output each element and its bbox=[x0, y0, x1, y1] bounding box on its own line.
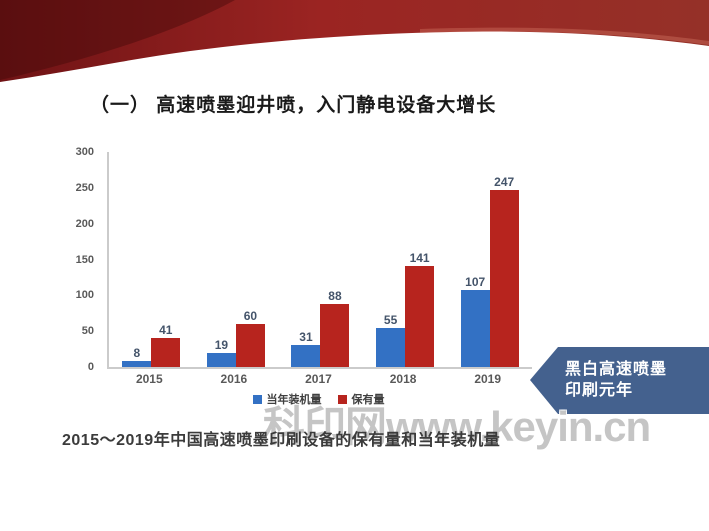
x-tick-label: 2016 bbox=[220, 372, 248, 386]
bar-with-label: 55 bbox=[376, 312, 406, 367]
y-tick-label: 50 bbox=[81, 325, 94, 338]
top-ribbon-decoration bbox=[0, 0, 709, 82]
banner-text: 黑白高速喷墨 印刷元年 bbox=[565, 359, 667, 401]
bar-value-label: 31 bbox=[299, 329, 313, 344]
bar-value-label: 107 bbox=[465, 275, 486, 290]
arrow-left-icon bbox=[530, 347, 709, 414]
banner-line1: 黑白高速喷墨 bbox=[565, 361, 668, 378]
legend-swatch-icon bbox=[252, 394, 262, 404]
bar-with-label: 88 bbox=[320, 288, 350, 367]
bar-group: 31 88 bbox=[278, 290, 363, 367]
bar-value-label: 19 bbox=[214, 338, 229, 353]
bar bbox=[460, 290, 490, 367]
y-tick-label: 100 bbox=[75, 289, 94, 302]
legend-label: 保有量 bbox=[351, 394, 385, 406]
x-tick-label: 2017 bbox=[305, 372, 332, 386]
bar-with-label: 60 bbox=[235, 309, 265, 367]
bar-group: 8 41 bbox=[109, 324, 194, 367]
y-tick-label: 150 bbox=[75, 253, 94, 266]
bar bbox=[122, 361, 152, 367]
bar-with-label: 107 bbox=[460, 275, 490, 367]
bar-group: 107 247 bbox=[447, 176, 532, 367]
watermark: 科印网www.keyin.cn bbox=[263, 403, 651, 450]
chart-legend: 当年装机量 保有量 bbox=[107, 391, 530, 407]
bar-group: 55 141 bbox=[363, 252, 448, 367]
bar bbox=[405, 265, 435, 367]
bar-value-label: 8 bbox=[133, 346, 141, 361]
bar bbox=[235, 324, 265, 367]
bar-with-label: 41 bbox=[151, 322, 181, 367]
bar-groups: 8 41 19 60 31 88 55 141 107 247 bbox=[109, 152, 532, 367]
bar-with-label: 8 bbox=[122, 346, 152, 367]
bar-value-label: 60 bbox=[243, 309, 258, 323]
ribbon-highlight bbox=[420, 27, 709, 45]
plot-area: 8 41 19 60 31 88 55 141 107 247 bbox=[107, 152, 532, 369]
bar bbox=[206, 353, 236, 367]
y-axis: 0 50 100 150 200 250 300 bbox=[54, 146, 104, 373]
x-tick-label: 2018 bbox=[389, 372, 417, 386]
chart-caption: 2015～2019年中国高速喷墨印刷设备的保有量和当年装机量 bbox=[62, 432, 501, 449]
bar-value-label: 88 bbox=[328, 288, 342, 303]
bar-value-label: 55 bbox=[383, 312, 398, 327]
bar-with-label: 19 bbox=[206, 338, 236, 367]
y-tick-label: 300 bbox=[75, 146, 94, 158]
bar bbox=[291, 344, 321, 367]
bar-value-label: 41 bbox=[159, 322, 173, 337]
x-axis: 2015 2016 2017 2018 2019 bbox=[107, 372, 530, 386]
bar-with-label: 247 bbox=[489, 174, 519, 367]
bar-with-label: 31 bbox=[291, 329, 321, 367]
slide-title: （一） 高速喷墨迎井喷，入门静电设备大增长 bbox=[90, 95, 497, 116]
x-tick-label: 2015 bbox=[135, 372, 163, 386]
bar bbox=[320, 303, 350, 367]
bar bbox=[376, 327, 406, 367]
banner-line2: 印刷元年 bbox=[565, 382, 634, 399]
callout-banner: 黑白高速喷墨 印刷元年 bbox=[530, 331, 709, 421]
bar bbox=[151, 337, 181, 367]
bar bbox=[489, 189, 519, 367]
y-tick-label: 250 bbox=[75, 181, 94, 194]
legend-item: 当年装机量 bbox=[252, 391, 322, 407]
y-tick-label: 0 bbox=[87, 361, 94, 373]
y-tick-label: 200 bbox=[75, 217, 94, 230]
legend-label: 当年装机量 bbox=[266, 394, 322, 406]
x-tick-label: 2019 bbox=[474, 372, 502, 386]
legend-swatch-icon bbox=[337, 394, 347, 404]
legend-item: 保有量 bbox=[337, 391, 385, 407]
bar-group: 19 60 bbox=[194, 310, 279, 367]
bar-value-label: 247 bbox=[494, 174, 515, 189]
ribbon-fold bbox=[0, 0, 235, 80]
bar-value-label: 141 bbox=[409, 250, 430, 265]
ribbon-band bbox=[0, 0, 709, 82]
bar-with-label: 141 bbox=[405, 250, 435, 367]
